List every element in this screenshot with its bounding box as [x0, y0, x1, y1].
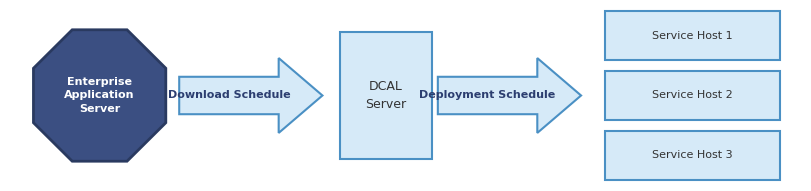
Polygon shape [179, 58, 322, 133]
Text: Download Schedule: Download Schedule [167, 91, 290, 100]
Text: Service Host 2: Service Host 2 [651, 91, 732, 100]
Polygon shape [33, 30, 165, 161]
Text: DCAL
Server: DCAL Server [365, 80, 406, 111]
Text: Enterprise
Application
Server: Enterprise Application Server [64, 77, 135, 114]
Bar [604, 11, 779, 60]
Bar [604, 71, 779, 120]
Bar [604, 131, 779, 180]
Text: Service Host 1: Service Host 1 [651, 31, 732, 41]
Text: Service Host 3: Service Host 3 [651, 150, 732, 160]
Text: Deployment Schedule: Deployment Schedule [419, 91, 555, 100]
Bar [340, 32, 431, 159]
Polygon shape [437, 58, 581, 133]
